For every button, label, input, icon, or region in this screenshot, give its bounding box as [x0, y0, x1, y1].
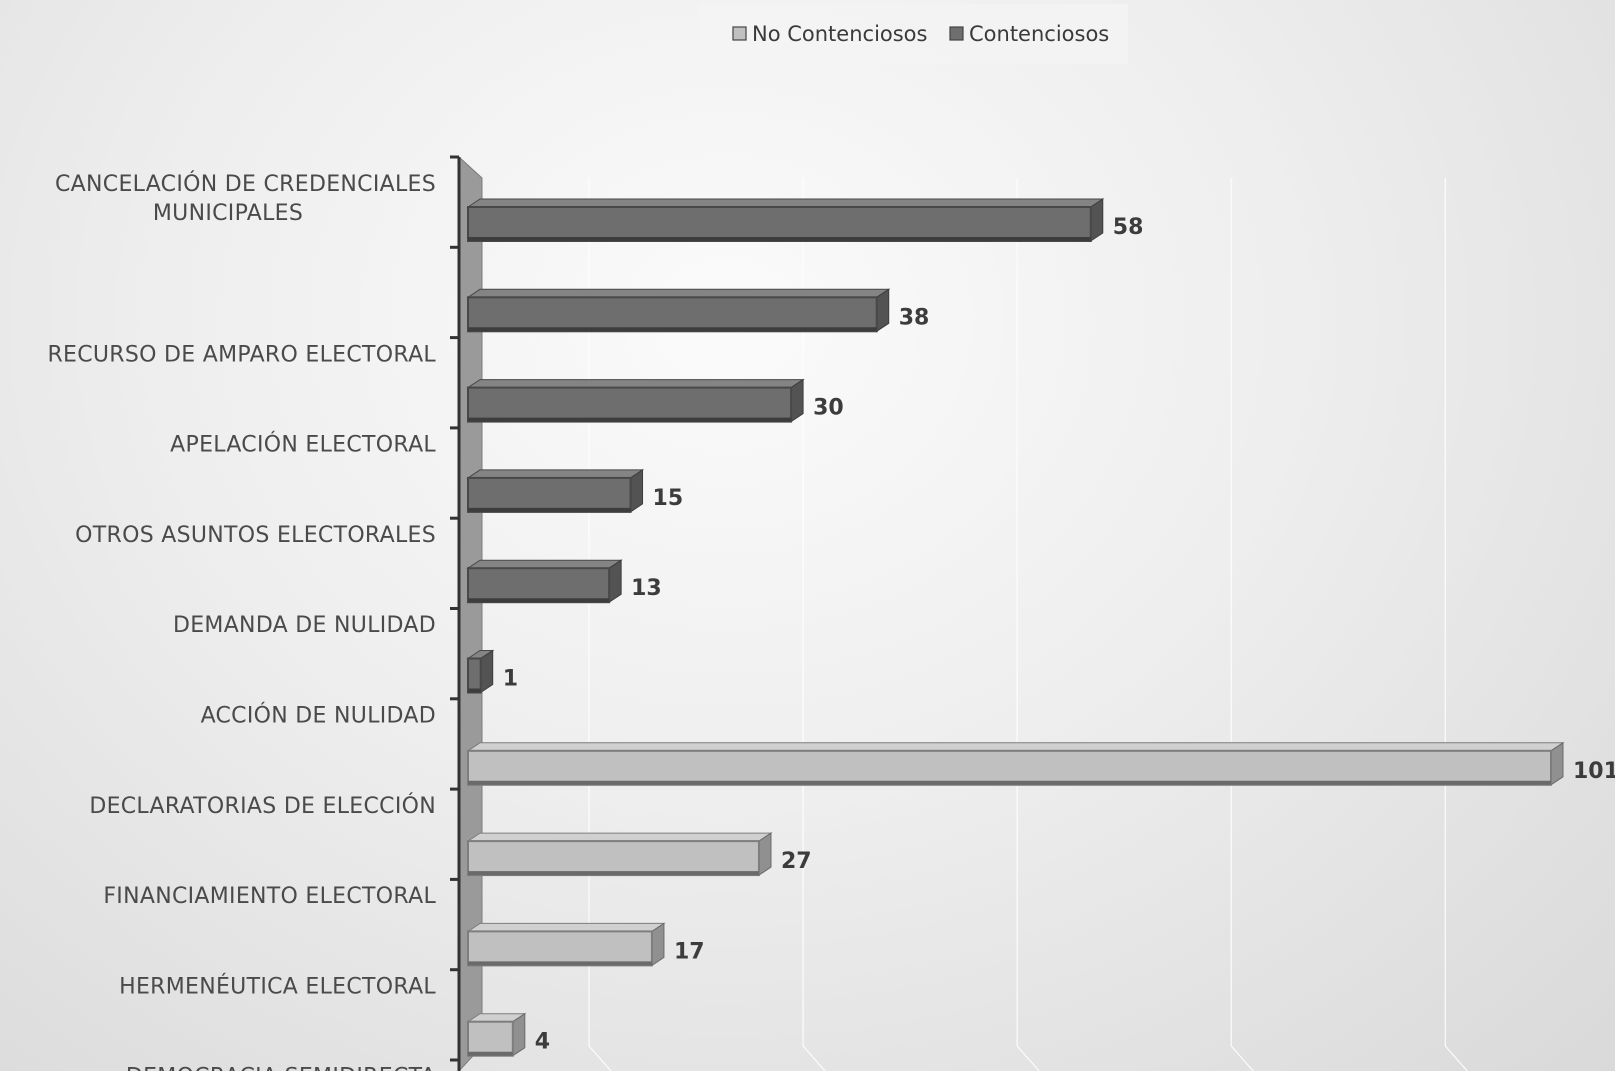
bar-accion-de-nulidad: 1	[466, 649, 518, 694]
category-label-line: OTROS ASUNTOS ELECTORALES	[75, 523, 436, 548]
bar-top-face	[466, 469, 645, 479]
bar-top-face	[466, 379, 805, 389]
bar-front-face	[467, 840, 760, 877]
legend-swatch	[949, 26, 964, 41]
category-label-line: FINANCIAMIENTO ELECTORAL	[103, 884, 436, 909]
bar-top-face	[466, 922, 666, 932]
bar-recurso-de-amparo-electoral: 38	[466, 288, 930, 333]
gridline-floor	[1016, 1045, 1040, 1071]
bar-end-face	[480, 649, 494, 694]
bar-top-face	[466, 832, 773, 842]
bar-top-face	[466, 288, 891, 298]
bar-front-face	[467, 567, 611, 604]
category-label: CANCELACIÓN DE CREDENCIALES MUNICIPALES	[55, 171, 436, 226]
category-label: HERMENÉUTICA ELECTORAL	[119, 973, 436, 999]
bar-declaratorias-de-eleccion: 101	[466, 741, 1615, 786]
bar-democracia-semidirecta: 4	[466, 1012, 550, 1057]
bar-demanda-de-nulidad: 13	[466, 559, 662, 604]
category-label-line: APELACIÓN ELECTORAL	[170, 432, 436, 458]
bar-front-face	[467, 930, 653, 967]
category-label: DECLARATORIAS DE ELECCIÓN	[89, 793, 436, 819]
category-label-line: RECURSO DE AMPARO ELECTORAL	[47, 342, 436, 367]
category-label-line: ACCIÓN DE NULIDAD	[201, 703, 436, 729]
bar-end-face	[651, 922, 665, 967]
bar-end-face	[758, 832, 772, 877]
bar-end-face	[1090, 198, 1104, 242]
bar-front-face	[467, 749, 1552, 786]
data-label: 38	[899, 305, 930, 330]
category-label-line: MUNICIPALES	[153, 201, 303, 226]
bar-hermeneutica-electoral: 17	[466, 922, 705, 967]
bar-top-face	[466, 559, 623, 569]
category-label: RECURSO DE AMPARO ELECTORAL	[47, 342, 436, 367]
bar-end-face	[1550, 741, 1564, 786]
legend-label: No Contenciosos	[752, 22, 927, 46]
legend: No Contenciosos Contenciosos	[698, 4, 1128, 64]
data-label: 13	[631, 576, 662, 601]
bar-otros-asuntos-electorales: 15	[466, 468, 684, 513]
gridline-floor	[588, 1045, 612, 1071]
data-label: 27	[781, 849, 812, 874]
bar-apelacion-electoral: 30	[466, 378, 844, 423]
category-labels: CANCELACIÓN DE CREDENCIALES MUNICIPALES RE…	[47, 171, 436, 1071]
data-label: 58	[1113, 215, 1144, 240]
category-label: ACCIÓN DE NULIDAD	[201, 703, 436, 729]
category-label: OTROS ASUNTOS ELECTORALES	[75, 523, 436, 548]
bar-end-face	[790, 378, 804, 423]
bar-end-face	[630, 468, 644, 513]
data-label: 17	[674, 939, 705, 964]
bar-front-face	[467, 386, 793, 423]
legend-swatch	[732, 26, 747, 41]
data-label: 4	[535, 1030, 550, 1055]
gridline-floor	[802, 1045, 826, 1071]
bar-front-face	[467, 657, 482, 694]
category-label-line: CANCELACIÓN DE CREDENCIALES	[55, 171, 436, 197]
legend-box	[698, 4, 1128, 64]
bars: 58 38 30 15 13 1 101 27 17 4	[466, 198, 1615, 1057]
bar-top-face	[466, 198, 1105, 208]
category-label: APELACIÓN ELECTORAL	[170, 432, 436, 458]
data-label: 101	[1573, 759, 1615, 784]
bar-financiamiento-electoral: 27	[466, 832, 812, 877]
bar-front-face	[467, 206, 1092, 242]
category-label-line: DEMOCRACIA SEMIDIRECTA	[126, 1065, 436, 1071]
bar-end-face	[876, 288, 890, 333]
bar-end-face	[608, 559, 622, 604]
category-label-line: HERMENÉUTICA ELECTORAL	[119, 973, 436, 999]
category-label-line: DECLARATORIAS DE ELECCIÓN	[89, 793, 436, 819]
gridline-floor	[1444, 1045, 1468, 1071]
bar-cancelacion-de-credenciales-municipales: 58	[466, 198, 1144, 242]
data-label: 1	[503, 667, 518, 692]
data-label: 15	[653, 486, 684, 511]
bar-top-face	[466, 742, 1565, 752]
gridline-floor	[1230, 1045, 1254, 1071]
category-label: FINANCIAMIENTO ELECTORAL	[103, 884, 436, 909]
bar-front-face	[467, 476, 632, 513]
bar-front-face	[467, 1020, 514, 1057]
legend-label: Contenciosos	[969, 22, 1109, 46]
category-label: DEMOCRACIA SEMIDIRECTA	[126, 1065, 436, 1071]
category-label-line: DEMANDA DE NULIDAD	[173, 613, 436, 638]
bar-end-face	[512, 1012, 526, 1057]
category-label: DEMANDA DE NULIDAD	[173, 613, 436, 638]
data-label: 30	[813, 396, 844, 421]
bar-front-face	[467, 296, 878, 333]
